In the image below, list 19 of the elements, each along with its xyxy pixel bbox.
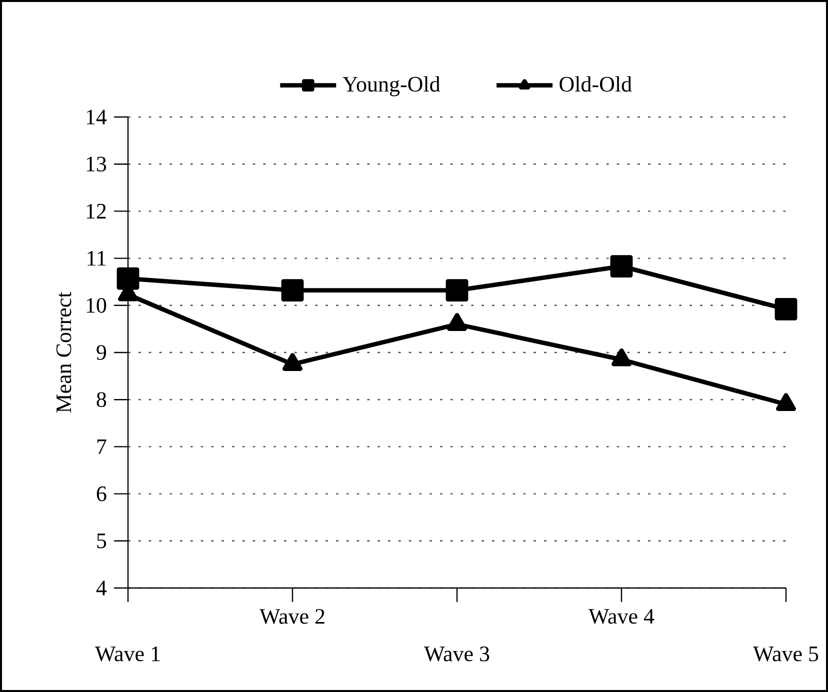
x-tick-label: Wave 2	[260, 609, 324, 624]
legend-label: Old-Old	[560, 76, 632, 92]
y-tick-label: 10	[86, 298, 106, 313]
y-tick-label: 8	[96, 392, 106, 408]
y-tick-label: 5	[97, 534, 106, 548]
y-tick-label: 12	[86, 204, 106, 218]
y-tick-label: 7	[97, 440, 106, 454]
y-tick-label: 11	[88, 251, 106, 266]
y-tick-label: 6	[96, 486, 106, 502]
x-tick-label: Wave 5	[753, 646, 818, 662]
x-tick-label: Wave 3	[424, 646, 490, 662]
y-tick-label: 9	[96, 345, 106, 360]
y-tick-label: 14	[86, 110, 107, 124]
y-axis-title: Mean Correct	[56, 292, 72, 413]
legend-label: Young-Old	[342, 76, 440, 96]
x-tick-label: Wave 4	[588, 609, 654, 624]
y-tick-label: 13	[86, 156, 106, 172]
x-tick-label: Wave 1	[95, 646, 160, 662]
y-tick-label: 4	[96, 580, 107, 596]
